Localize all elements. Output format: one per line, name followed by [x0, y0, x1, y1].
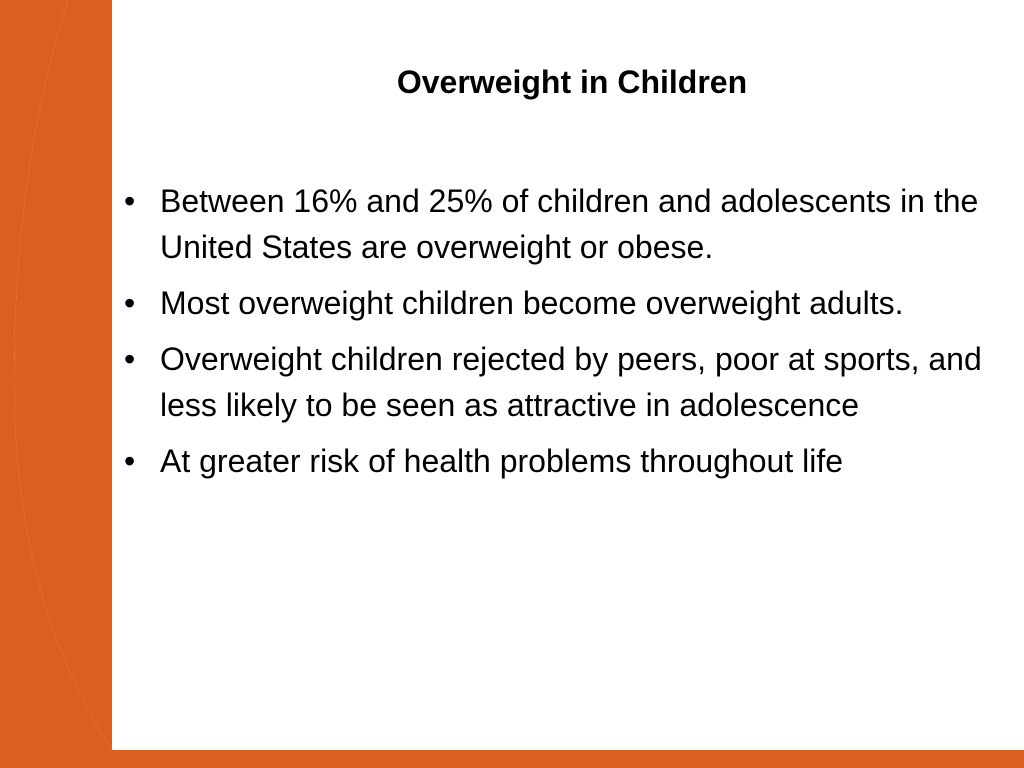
- bullet-dot: •: [124, 443, 136, 479]
- bullet-item: • At greater risk of health problems thr…: [120, 438, 1012, 484]
- bullet-item: • Overweight children rejected by peers,…: [120, 336, 1012, 428]
- bullet-text: At greater risk of health problems throu…: [160, 443, 844, 479]
- bullet-text: Between 16% and 25% of children and adol…: [160, 183, 979, 265]
- bullet-item: • Most overweight children become overwe…: [120, 280, 1012, 326]
- slide-title: Overweight in Children: [396, 64, 748, 100]
- bullet-dot: •: [124, 341, 136, 377]
- orange-curve-band: [14, 0, 112, 750]
- bullet-dot: •: [124, 183, 136, 219]
- bullet-list: • Between 16% and 25% of children and ad…: [120, 178, 1012, 494]
- bullet-text: Most overweight children become overweig…: [160, 285, 904, 321]
- bullet-dot: •: [124, 285, 136, 321]
- bullet-item: • Between 16% and 25% of children and ad…: [120, 178, 1012, 270]
- bullet-text: Overweight children rejected by peers, p…: [160, 341, 982, 423]
